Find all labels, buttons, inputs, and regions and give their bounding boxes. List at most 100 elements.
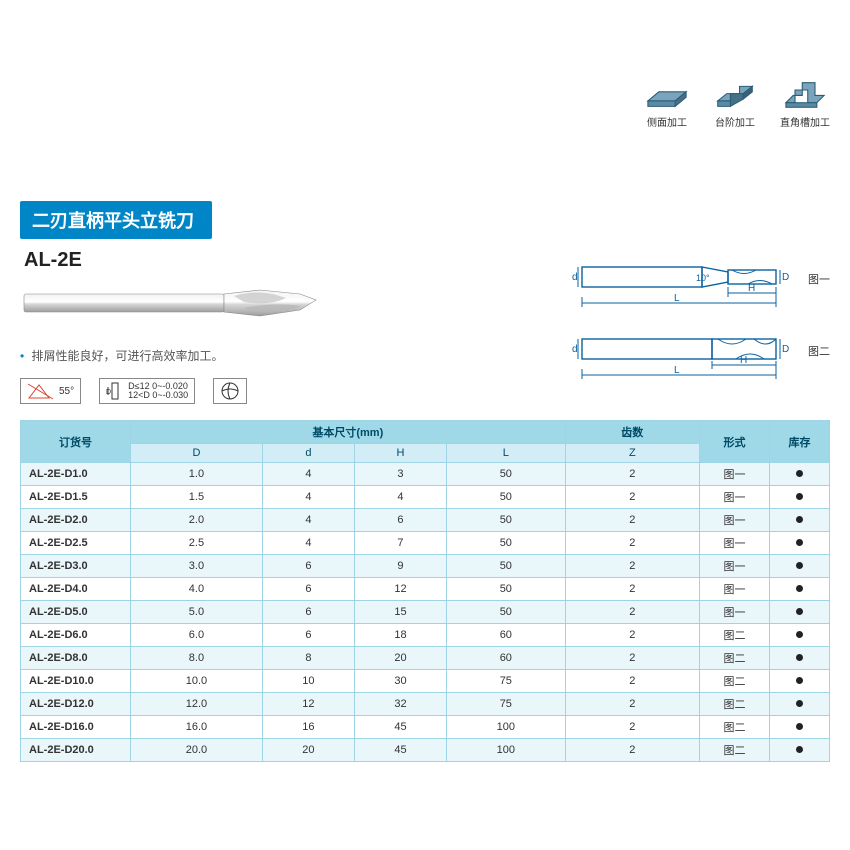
cell-d: 8 (262, 647, 354, 670)
cell-stock (770, 578, 830, 601)
cell-Z: 2 (565, 578, 699, 601)
cell-stock (770, 647, 830, 670)
cell-D: 20.0 (131, 739, 263, 762)
cell-d: 6 (262, 578, 354, 601)
cell-order: AL-2E-D2.0 (21, 509, 131, 532)
col-Zsub: Z (565, 444, 699, 463)
svg-text:D: D (106, 389, 111, 396)
cell-Z: 2 (565, 509, 699, 532)
figure-1-label: 图一 (808, 271, 830, 287)
cell-H: 32 (354, 693, 446, 716)
col-d: d (262, 444, 354, 463)
cell-L: 50 (447, 601, 566, 624)
cell-D: 6.0 (131, 624, 263, 647)
angle-text: 10° (696, 273, 710, 283)
cell-L: 50 (447, 486, 566, 509)
table-row: AL-2E-D10.010.01030752图二 (21, 670, 830, 693)
cell-stock (770, 601, 830, 624)
figure-2: d D H L (568, 319, 798, 383)
cell-d: 6 (262, 601, 354, 624)
cell-Z: 2 (565, 647, 699, 670)
cell-Z: 2 (565, 624, 699, 647)
stock-dot-icon (796, 654, 803, 661)
svg-text:L: L (674, 293, 680, 304)
cell-stock (770, 716, 830, 739)
stock-dot-icon (796, 516, 803, 523)
cell-D: 5.0 (131, 601, 263, 624)
cell-style: 图一 (700, 578, 770, 601)
cell-Z: 2 (565, 670, 699, 693)
bullet-icon: • (20, 349, 24, 363)
table-row: AL-2E-D2.52.547502图一 (21, 532, 830, 555)
cell-style: 图一 (700, 486, 770, 509)
cell-D: 4.0 (131, 578, 263, 601)
icon-step-milling: 台阶加工 (712, 70, 758, 129)
table-row: AL-2E-D20.020.020451002图二 (21, 739, 830, 762)
cell-L: 100 (447, 739, 566, 762)
col-dim-group: 基本尺寸(mm) (131, 421, 566, 444)
cell-order: AL-2E-D8.0 (21, 647, 131, 670)
svg-text:d: d (572, 272, 578, 283)
stock-dot-icon (796, 493, 803, 500)
cell-Z: 2 (565, 532, 699, 555)
stock-dot-icon (796, 723, 803, 730)
cell-order: AL-2E-D4.0 (21, 578, 131, 601)
stock-dot-icon (796, 608, 803, 615)
cell-Z: 2 (565, 555, 699, 578)
stock-dot-icon (796, 585, 803, 592)
table-row: AL-2E-D16.016.016451002图二 (21, 716, 830, 739)
table-row: AL-2E-D3.03.069502图一 (21, 555, 830, 578)
svg-text:D: D (782, 344, 789, 355)
table-row: AL-2E-D1.51.544502图一 (21, 486, 830, 509)
cell-H: 30 (354, 670, 446, 693)
cell-Z: 2 (565, 486, 699, 509)
tolerance-badge: D D≤12 0~-0.020 12<D 0~-0.030 (99, 378, 195, 404)
cell-d: 16 (262, 716, 354, 739)
table-row: AL-2E-D2.02.046502图一 (21, 509, 830, 532)
svg-text:H: H (748, 283, 755, 294)
cell-d: 20 (262, 739, 354, 762)
cell-order: AL-2E-D10.0 (21, 670, 131, 693)
stock-dot-icon (796, 562, 803, 569)
stock-dot-icon (796, 677, 803, 684)
cell-D: 12.0 (131, 693, 263, 716)
cell-stock (770, 463, 830, 486)
stock-dot-icon (796, 746, 803, 753)
svg-text:H: H (740, 355, 747, 366)
icon-label: 直角槽加工 (780, 114, 830, 129)
table-row: AL-2E-D8.08.0820602图二 (21, 647, 830, 670)
cell-H: 45 (354, 739, 446, 762)
cell-style: 图一 (700, 463, 770, 486)
cell-style: 图二 (700, 647, 770, 670)
cell-style: 图二 (700, 670, 770, 693)
cell-d: 6 (262, 624, 354, 647)
cell-L: 60 (447, 624, 566, 647)
cell-D: 16.0 (131, 716, 263, 739)
feature-line: • 排屑性能良好，可进行高效率加工。 (20, 347, 320, 364)
cell-order: AL-2E-D3.0 (21, 555, 131, 578)
svg-text:L: L (674, 365, 680, 376)
cell-Z: 2 (565, 716, 699, 739)
cell-d: 4 (262, 509, 354, 532)
angle-badge: 55° (20, 378, 81, 404)
cell-H: 45 (354, 716, 446, 739)
cell-d: 6 (262, 555, 354, 578)
dimension-diagrams: d D 10° H L (568, 247, 830, 414)
cell-style: 图一 (700, 601, 770, 624)
cell-style: 图二 (700, 624, 770, 647)
cell-order: AL-2E-D16.0 (21, 716, 131, 739)
page-title: 二刃直柄平头立铣刀 (20, 201, 212, 239)
cell-H: 20 (354, 647, 446, 670)
cell-style: 图一 (700, 532, 770, 555)
cell-order: AL-2E-D1.5 (21, 486, 131, 509)
cell-L: 75 (447, 693, 566, 716)
tool-photo (20, 280, 320, 329)
cell-D: 1.5 (131, 486, 263, 509)
figure-1: d D 10° H L (568, 247, 798, 311)
cell-order: AL-2E-D6.0 (21, 624, 131, 647)
cell-H: 15 (354, 601, 446, 624)
cell-d: 4 (262, 532, 354, 555)
spec-table: 订货号 基本尺寸(mm) 齿数 形式 库存 D d H L Z AL-2E-D1… (20, 420, 830, 762)
cell-D: 2.0 (131, 509, 263, 532)
model-name: AL-2E (24, 249, 320, 272)
